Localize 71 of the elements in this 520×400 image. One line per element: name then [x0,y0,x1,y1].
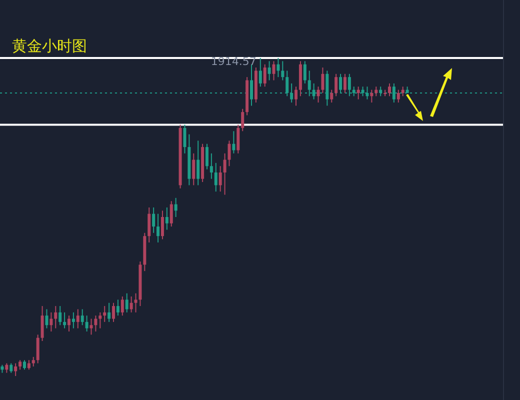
candlestick [27,360,30,370]
candlestick [374,86,378,97]
candlestick [32,356,35,367]
candlestick [232,130,236,154]
candlestick [5,362,8,374]
candlestick [196,140,200,186]
candlestick [321,67,324,94]
candlestick [148,206,151,243]
candlestick [183,124,186,154]
candlestick [228,140,231,167]
candlestick [210,152,213,180]
candlestick [174,197,178,218]
candlestick [263,64,266,88]
annotation: 1914.57 [210,55,256,68]
candlestick [50,312,53,332]
candlestick [112,302,116,322]
candlestick [152,206,156,234]
candlestick [276,58,280,78]
candlestick [58,306,62,326]
candlestick [272,60,276,81]
candlestick [388,82,391,97]
candlestick [370,89,374,104]
candlestick [108,302,111,322]
candlestick [218,166,222,192]
candlestick [14,362,18,376]
candlestick [223,152,226,196]
candlestick [98,312,102,329]
candlestick [134,292,138,313]
candlestick [236,124,240,154]
candlestick [10,362,13,374]
candlestick [36,334,40,364]
candlestick [303,60,306,84]
candlestick [330,89,334,104]
candlestick [356,86,360,100]
candlestick [54,306,58,329]
candlestick [170,200,173,228]
candlestick [40,306,44,342]
candlestick [334,73,338,97]
candlestick [22,360,26,370]
chart-title: 黄金小时图 [12,37,87,55]
candlestick [396,89,400,104]
candlestick [192,152,196,186]
candlestick [72,312,75,329]
candlestick [258,58,262,88]
candlestick [90,318,93,336]
candlestick [241,108,244,132]
candlestick [294,86,298,106]
candlestick [67,315,70,332]
candlestick [18,360,22,370]
candlestick [45,308,48,329]
candlestick [165,206,168,230]
candlestick [120,296,124,316]
candlestick [63,312,66,329]
candlestick [76,308,80,329]
candlestick [125,292,128,313]
candlestick [268,60,271,81]
candlestick [214,162,218,192]
candlestick [281,60,284,81]
candlestick [103,306,106,322]
candlestick [250,64,253,106]
candlestick [343,73,346,94]
candlestick [401,86,404,97]
candlestick [205,143,208,170]
candlestick [94,315,98,332]
candlestick [130,296,133,313]
candlestick [316,86,320,104]
candlestick [80,308,84,326]
candlestick [160,210,164,240]
candlestick [116,299,120,316]
candlestick [156,213,160,243]
candlestick [85,315,88,332]
